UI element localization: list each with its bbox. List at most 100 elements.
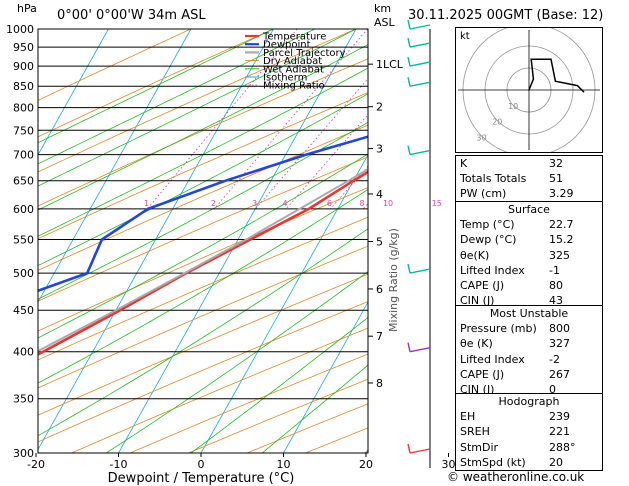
stat-row: CAPE (J) 267 bbox=[456, 367, 602, 382]
stat-label: θe(K) bbox=[460, 248, 490, 262]
hodograph-params-panel: Hodograph EH 239 SREH 221 StmDir 288° StmSpd (… bbox=[455, 393, 603, 471]
stat-value: 80 bbox=[549, 278, 563, 292]
dewpoint-line bbox=[38, 135, 368, 293]
stat-row: EH 239 bbox=[456, 409, 602, 424]
indices-panel: K 32 Totals Totals 51 PW (cm) 3.29 bbox=[455, 155, 603, 203]
mixing-ratio-axis-title: Mixing Ratio (g/kg) bbox=[387, 228, 400, 332]
wet-adiabat-line bbox=[38, 29, 357, 187]
pressure-tick-label: 800 bbox=[13, 102, 34, 115]
dry-adiabat-line bbox=[38, 273, 368, 416]
stat-value: 325 bbox=[549, 248, 570, 262]
pressure-tick-label: 650 bbox=[13, 175, 34, 188]
pressure-unit-label: hPa bbox=[17, 2, 37, 15]
wet-adiabat-line bbox=[38, 29, 315, 165]
pressure-level-lines: 300 350 400 450 500 550 600 650 700 750 800 850 900 9… bbox=[6, 23, 368, 460]
stat-label: CAPE (J) bbox=[460, 278, 505, 292]
mixing-ratio-line bbox=[213, 29, 368, 210]
stat-row: θe(K) 325 bbox=[456, 248, 602, 263]
legend-entry: Mixing Ratio bbox=[263, 81, 325, 92]
stat-value: 20 bbox=[549, 455, 563, 469]
surface-rows: Temp (°C) 22.7 Dewp (°C) 15.2 θe(K) 325 Lifted… bbox=[456, 217, 602, 308]
stat-label: StmSpd (kt) bbox=[460, 455, 526, 469]
wet-adiabat-line bbox=[38, 228, 368, 437]
stat-row: K 32 bbox=[456, 156, 602, 171]
dry-adiabat-line bbox=[38, 301, 368, 443]
stat-row: Temp (°C) 22.7 bbox=[456, 217, 602, 232]
stat-row: Lifted Index -1 bbox=[456, 263, 602, 278]
pressure-tick-label: 400 bbox=[13, 346, 34, 359]
height-tick-label: 3 bbox=[376, 143, 383, 156]
pressure-tick-label: 300 bbox=[13, 447, 34, 460]
legend-entry: Isotherm bbox=[263, 73, 307, 84]
wind-barb-flag bbox=[407, 263, 411, 274]
x-axis-title: Dewpoint / Temperature (°C) bbox=[108, 471, 295, 486]
mixing-ratio-label: 1 bbox=[144, 199, 149, 208]
height-unit-label: km bbox=[374, 2, 392, 15]
stat-value: 15.2 bbox=[549, 233, 574, 247]
dry-adiabat-line bbox=[71, 327, 368, 453]
wind-barb-flag bbox=[407, 342, 411, 352]
stat-label: EH bbox=[460, 410, 476, 424]
wet-adiabat-line bbox=[190, 316, 368, 453]
height-tick-label: 1LCL bbox=[376, 58, 404, 71]
pressure-tick-label: 500 bbox=[13, 267, 34, 280]
wind-barb-flag bbox=[407, 145, 411, 155]
wind-barb-flag bbox=[407, 77, 411, 87]
isotherm-line bbox=[200, 153, 368, 453]
wet-adiabat-line bbox=[38, 44, 368, 211]
pressure-tick-label: 550 bbox=[13, 234, 34, 247]
legend-entry: Parcel Trajectory bbox=[263, 48, 346, 59]
hodograph-params-title: Hodograph bbox=[498, 395, 560, 408]
stat-value: 51 bbox=[549, 172, 563, 186]
mixing-ratio-label: 4 bbox=[282, 199, 287, 208]
wet-adiabat-line bbox=[38, 188, 368, 384]
stat-label: Pressure (mb) bbox=[460, 322, 537, 336]
hodograph-ring-label: 30 bbox=[476, 134, 486, 143]
stat-row: CAPE (J) 80 bbox=[456, 278, 602, 293]
stat-label: PW (cm) bbox=[460, 187, 507, 201]
stat-label: θe (K) bbox=[460, 337, 493, 351]
indices-rows: K 32 Totals Totals 51 PW (cm) 3.29 bbox=[456, 156, 602, 202]
x-tick-label: -10 bbox=[110, 458, 128, 471]
wind-barb bbox=[409, 347, 431, 353]
stat-value: 327 bbox=[549, 337, 570, 351]
wet-adiabat-line bbox=[38, 29, 274, 144]
stat-row: Dewp (°C) 15.2 bbox=[456, 232, 602, 247]
height-tick-label: 8 bbox=[376, 377, 383, 390]
mixing-ratio-label: 2 bbox=[211, 199, 216, 208]
stat-label: Lifted Index bbox=[460, 352, 525, 366]
stat-value: -1 bbox=[549, 263, 560, 277]
dry-adiabat-line bbox=[38, 216, 368, 361]
stat-row: CIN (J) 43 bbox=[456, 293, 602, 308]
stat-row: Totals Totals 51 bbox=[456, 171, 602, 186]
stat-label: Dewp (°C) bbox=[460, 233, 517, 247]
wet-adiabat-line bbox=[38, 121, 368, 300]
stat-row: Lifted Index -2 bbox=[456, 352, 602, 367]
x-tick-label: 30 bbox=[442, 458, 456, 471]
height-tick-label: 4 bbox=[376, 188, 383, 201]
pressure-tick-label: 1000 bbox=[6, 23, 34, 36]
mixing-ratio-label: 10 bbox=[383, 199, 393, 208]
x-tick-label: -20 bbox=[27, 458, 45, 471]
mixing-ratio-label: 3 bbox=[252, 199, 257, 208]
wind-barb bbox=[409, 268, 431, 274]
isotherm-line bbox=[38, 29, 192, 303]
wind-barb bbox=[409, 24, 431, 30]
pressure-tick-label: 950 bbox=[13, 41, 34, 54]
parcel-trajectory-line bbox=[38, 168, 368, 353]
stat-label: CIN (J) bbox=[460, 382, 495, 396]
stat-label: CIN (J) bbox=[460, 294, 495, 308]
wind-barb bbox=[409, 448, 431, 454]
stat-value: 800 bbox=[549, 322, 570, 336]
stat-value: 3.29 bbox=[549, 187, 574, 201]
stat-value: 22.7 bbox=[549, 218, 574, 232]
hodograph-ring-label: 20 bbox=[492, 118, 502, 127]
legend-entry: Dry Adiabat bbox=[263, 56, 322, 67]
wind-barb-flag bbox=[407, 19, 411, 30]
stat-value: 288° bbox=[549, 440, 576, 454]
hodograph: kt 10 20 30 bbox=[455, 27, 603, 153]
hodograph-params-rows: EH 239 SREH 221 StmDir 288° StmSpd (kt) 20 bbox=[456, 409, 602, 470]
stat-value: 0 bbox=[549, 382, 556, 396]
height-tick-label: 7 bbox=[376, 330, 383, 343]
